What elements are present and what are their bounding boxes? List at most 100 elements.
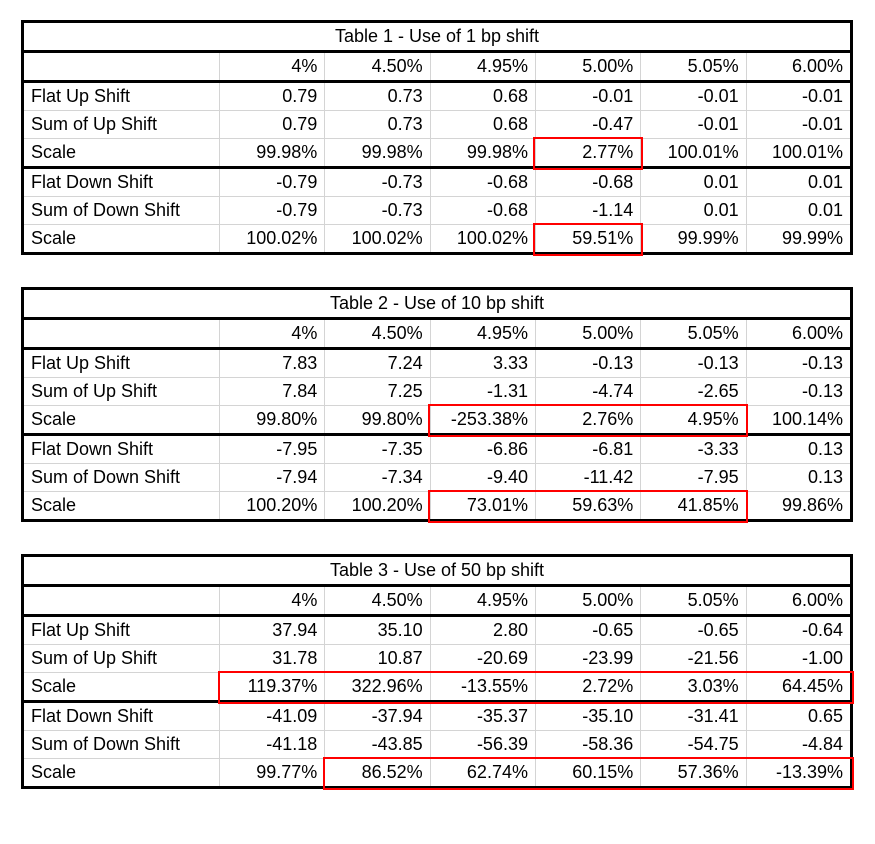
column-header-row: 4% 4.50% 4.95% 5.00% 5.05% 6.00%	[22, 585, 852, 617]
value-cell: 7.24	[324, 348, 431, 378]
value-cell: -0.79	[218, 167, 325, 197]
value-cell: -0.01	[640, 110, 747, 139]
value-cell: 99.80%	[324, 405, 431, 436]
value-cell: 64.45%	[745, 672, 852, 703]
column-header: 4.50%	[324, 585, 431, 617]
value-cell: 119.37%	[218, 672, 325, 703]
row-label: Sum of Up Shift	[22, 377, 220, 406]
table-title: Table 3 - Use of 50 bp shift	[22, 555, 852, 587]
value-cell: -0.65	[534, 615, 641, 645]
table-row: Scale 99.80% 99.80% -253.38% 2.76% 4.95% 100.1…	[22, 405, 852, 436]
row-label: Scale	[22, 758, 220, 788]
row-label: Flat Up Shift	[31, 353, 131, 373]
value-cell: -13.55%	[429, 672, 536, 703]
value-cell: 99.80%	[218, 405, 325, 436]
title-row: Table 3 - Use of 50 bp shift	[22, 555, 852, 587]
column-header: 4%	[218, 51, 325, 83]
value-cell: -54.75	[640, 730, 747, 759]
value-cell: -7.34	[324, 463, 431, 492]
value-cell: -0.73	[324, 196, 431, 225]
value-cell: -0.64	[745, 615, 852, 645]
title-row: Table 1 - Use of 1 bp shift	[22, 21, 852, 53]
value-cell: -0.01	[640, 81, 747, 111]
value-cell: 0.13	[745, 434, 852, 464]
row-label: Sum of Down Shift	[22, 730, 220, 759]
column-header-row: 4% 4.50% 4.95% 5.00% 5.05% 6.00%	[22, 51, 852, 83]
value-cell: 57.36%	[640, 758, 747, 788]
value-cell: 2.80	[429, 615, 536, 645]
table-row: Flat Up Shift 37.94 35.10 2.80 -0.65 -0.65 -0.…	[23, 615, 852, 645]
value-cell: -31.41	[640, 701, 747, 731]
row-label: Flat Down Shift	[22, 434, 220, 464]
spreadsheet-table: Table 2 - Use of 10 bp shift 4% 4.50% 4.95…	[21, 287, 853, 522]
value-cell: 41.85%	[640, 491, 747, 521]
table-row: Sum of Down Shift -41.18 -43.85 -56.39 -58.3…	[22, 730, 852, 759]
value-cell: -0.01	[745, 110, 852, 139]
row-label: Sum of Down Shift	[22, 463, 220, 492]
row-label: Scale	[22, 672, 220, 703]
table-row: Sum of Up Shift 31.78 10.87 -20.69 -23.99 -21…	[22, 644, 852, 673]
value-cell: 0.65	[745, 701, 852, 731]
value-cell: 0.01	[640, 167, 747, 197]
table-title: Table 1 - Use of 1 bp shift	[22, 21, 852, 53]
value-cell: 7.25	[324, 377, 431, 406]
value-cell: -0.13	[534, 348, 641, 378]
value-cell: 62.74%	[429, 758, 536, 788]
value-cell: 100.01%	[640, 138, 747, 169]
table-row: Scale 99.77% 86.52% 62.74% 60.15% 57.36% -13.3…	[22, 758, 852, 788]
column-header: 4.95%	[429, 318, 536, 350]
value-cell: -0.01	[534, 81, 641, 111]
value-cell: 99.99%	[745, 224, 852, 254]
value-cell: -2.65	[640, 377, 747, 406]
row-label: Scale	[22, 138, 220, 169]
value-cell: 2.76%	[534, 405, 641, 436]
value-cell: -0.47	[534, 110, 641, 139]
value-cell: 35.10	[324, 615, 431, 645]
table-row: Scale 99.98% 99.98% 99.98% 2.77% 100.01% 100.0…	[22, 138, 852, 169]
column-header: 5.05%	[640, 51, 747, 83]
column-header: 4.95%	[429, 51, 536, 83]
value-cell: -23.99	[534, 644, 641, 673]
value-cell: 99.98%	[218, 138, 325, 169]
table-row: Flat Up Shift 0.79 0.73 0.68 -0.01 -0.01 -0.01	[23, 81, 852, 111]
value-cell: -0.73	[324, 167, 431, 197]
table-row: Flat Up Shift 7.83 7.24 3.33 -0.13 -0.13 -0.13	[23, 348, 852, 378]
column-header: 5.00%	[534, 318, 641, 350]
value-cell: 100.01%	[745, 138, 852, 169]
value-cell: -1.14	[534, 196, 641, 225]
row-label: Flat Up Shift	[31, 620, 131, 640]
column-header: 4%	[218, 318, 325, 350]
value-cell: 59.51%	[534, 224, 641, 254]
column-header: 6.00%	[745, 318, 852, 350]
value-cell: -11.42	[534, 463, 641, 492]
value-cell: 99.98%	[324, 138, 431, 169]
column-header: 4.95%	[429, 585, 536, 617]
tables-container: Table 1 - Use of 1 bp shift 4% 4.50% 4.95%…	[21, 20, 875, 790]
column-header: 4.50%	[324, 318, 431, 350]
column-header: 5.00%	[534, 51, 641, 83]
value-cell: -21.56	[640, 644, 747, 673]
value-cell: 31.78	[218, 644, 325, 673]
spreadsheet-table: Table 3 - Use of 50 bp shift 4% 4.50% 4.95…	[21, 554, 853, 789]
table-row: Flat Down Shift -41.09 -37.94 -35.37 -35.10-…	[22, 701, 852, 731]
value-cell: -0.13	[640, 348, 747, 378]
value-cell: 0.68	[429, 81, 536, 111]
value-cell: 3.03%	[640, 672, 747, 703]
value-cell: -13.39%	[745, 758, 852, 788]
row-label: Sum of Up Shift	[22, 644, 220, 673]
value-cell: -253.38%	[429, 405, 536, 436]
value-cell: -7.35	[324, 434, 431, 464]
value-cell: 86.52%	[324, 758, 431, 788]
value-cell: 100.02%	[218, 224, 325, 254]
shift-table-3: Table 3 - Use of 50 bp shift 4% 4.50% 4.95…	[21, 554, 854, 790]
row-label: Flat Down Shift	[22, 701, 220, 731]
value-cell: -0.79	[218, 196, 325, 225]
value-cell: 73.01%	[429, 491, 536, 521]
value-cell: 100.20%	[218, 491, 325, 521]
value-cell: 0.79	[218, 110, 325, 139]
value-cell: -41.18	[218, 730, 325, 759]
value-cell: -3.33	[640, 434, 747, 464]
value-cell: 3.33	[429, 348, 536, 378]
value-cell: -0.68	[429, 196, 536, 225]
